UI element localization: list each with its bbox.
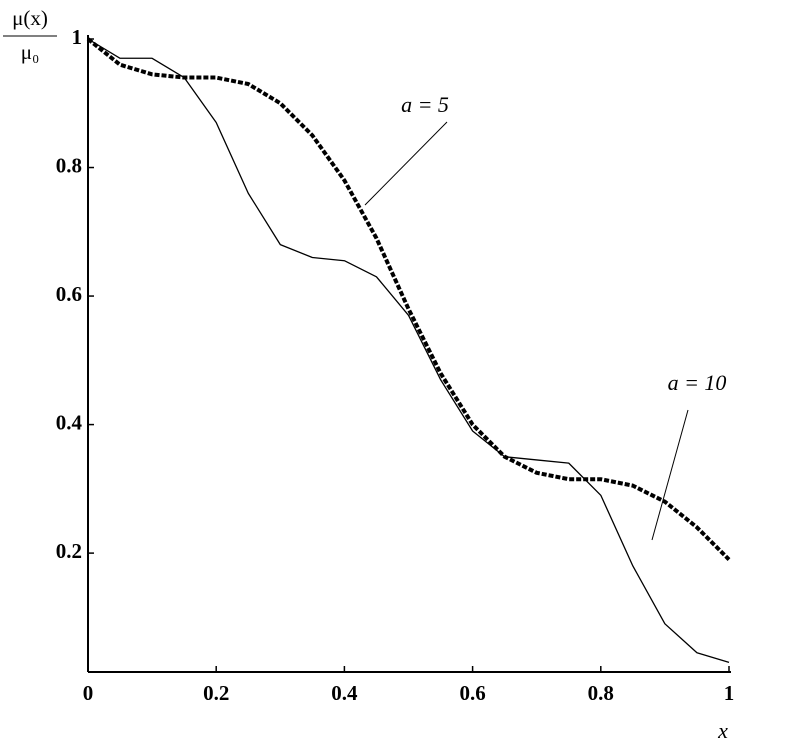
x-tick-label: 0 bbox=[83, 681, 94, 705]
x-tick-label: 0.8 bbox=[588, 681, 614, 705]
series-annotation: a = 5 bbox=[401, 92, 449, 117]
x-tick-label: 0.4 bbox=[331, 681, 358, 705]
annotation-leader bbox=[364, 121, 448, 206]
y-tick-label: 0.2 bbox=[56, 539, 82, 563]
annotation-leader bbox=[651, 409, 689, 541]
y-axis-label-denominator: μ₀ bbox=[21, 40, 40, 64]
x-tick-label: 1 bbox=[724, 681, 735, 705]
x-axis-label: x bbox=[717, 718, 728, 743]
x-tick-label: 0.2 bbox=[203, 681, 229, 705]
y-tick-label: 0.8 bbox=[56, 153, 82, 177]
y-tick-label: 0.4 bbox=[56, 410, 83, 434]
line-series bbox=[86, 37, 731, 561]
y-axis-label-numerator: μ(x) bbox=[12, 6, 48, 30]
y-tick-label: 0.6 bbox=[56, 282, 82, 306]
series-annotation: a = 10 bbox=[668, 370, 727, 395]
x-tick-label: 0.6 bbox=[459, 681, 485, 705]
y-tick-label: 1 bbox=[72, 25, 83, 49]
line-series bbox=[87, 38, 730, 663]
